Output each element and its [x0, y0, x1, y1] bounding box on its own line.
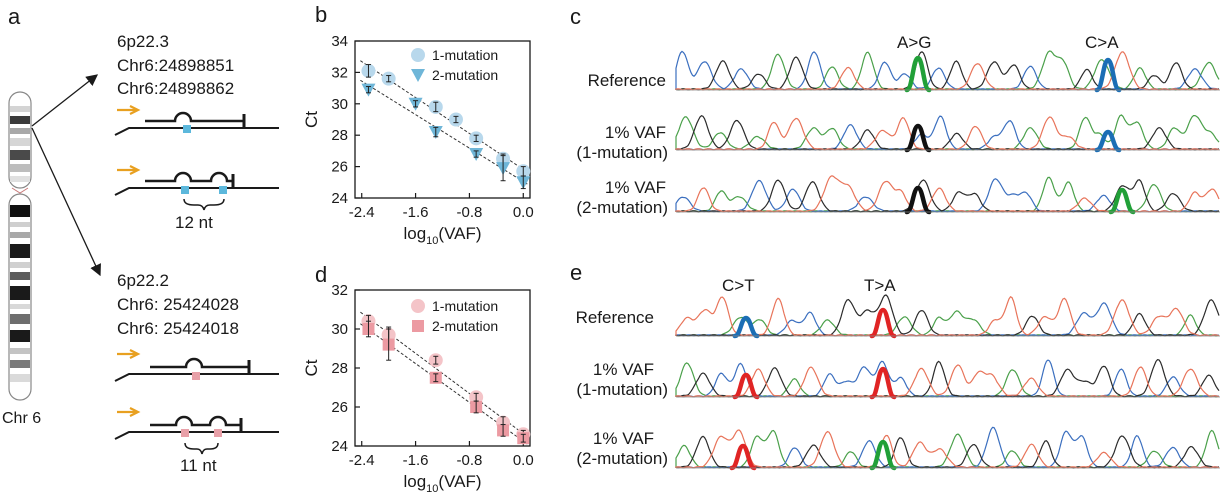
- traces-e-highlight-peak-2-1: [732, 372, 760, 400]
- traces-e-trace-2-channel-4: [675, 364, 1220, 398]
- row-label-e-vaf2-type: (2-mutation): [576, 449, 668, 468]
- panel-letter-c: c: [570, 4, 581, 29]
- chart-d-legend-label-2: 2-mutation: [432, 318, 498, 334]
- locus1-position1: Chr6:24898851: [117, 56, 234, 75]
- pointer-arrow-locus1: [31, 74, 99, 127]
- row-label-e-vaf1-type: (1-mutation): [576, 380, 668, 399]
- mutation-label-e2: T>A: [864, 276, 896, 295]
- panel-letter-e: e: [570, 260, 582, 285]
- traces-c-trace-3-channel-3: [675, 179, 1220, 213]
- locus1-spacing: 12 nt: [175, 213, 213, 232]
- row-label-c-vaf1-type: (1-mutation): [576, 143, 668, 162]
- chart-d-xtick-label: -2.4: [349, 452, 375, 469]
- chart-b-xtick-label: -1.6: [403, 204, 429, 221]
- traces-c-highlight-peak-2-1: [904, 123, 932, 153]
- chart-b-ytick-label: 26: [331, 159, 348, 176]
- locus1-position2: Chr6:24898862: [117, 79, 234, 98]
- traces-c-trace-2-channel-3: [675, 115, 1220, 151]
- panel-letter-d: d: [315, 262, 327, 287]
- chart-d-legend-label-1: 1-mutation: [432, 298, 498, 314]
- chart-d-xtick-label: -0.8: [456, 452, 482, 469]
- chart-b-ylabel: Ct: [302, 111, 321, 128]
- chart-d-xtick-label: 0.0: [513, 452, 534, 469]
- traces-c-trace-1-channel-1: [675, 50, 1220, 91]
- chart-d-ylabel: Ct: [302, 359, 321, 376]
- traces-c-highlight-peak-2-2: [1094, 129, 1122, 153]
- locus2-probe-1mutation: [114, 349, 279, 382]
- traces-e-highlight-peak-3-1: [729, 443, 757, 471]
- chart-b-ytick-label: 24: [331, 190, 348, 207]
- locus2-band: 6p22.2: [117, 271, 169, 290]
- locus1-band: 6p22.3: [117, 32, 169, 51]
- mutation-label-c2: C>A: [1085, 33, 1119, 52]
- chromosome-6-ideogram: [8, 91, 32, 401]
- chart-b-legend-label-2: 2-mutation: [432, 67, 498, 83]
- locus2-position2: Chr6: 25424018: [117, 319, 239, 338]
- chart-b-ytick-label: 30: [331, 96, 348, 113]
- traces-c-trace-2-channel-2: [675, 115, 1220, 151]
- chromatogram-e: [675, 294, 1220, 471]
- chart-d-xtick-label: -1.6: [403, 452, 429, 469]
- panel-letter-b: b: [315, 2, 327, 27]
- row-label-c-vaf2: 1% VAF: [605, 178, 666, 197]
- traces-e-trace-2-channel-1: [675, 362, 1220, 398]
- row-label-e-vaf2: 1% VAF: [593, 429, 654, 448]
- chart-b-legend-marker-2: [411, 69, 425, 82]
- chromatogram-c: [675, 50, 1220, 215]
- traces-c-trace-1-channel-4: [675, 51, 1220, 91]
- locus2-position1: Chr6: 25424028: [117, 295, 239, 314]
- chart-b-xtick-label: -0.8: [456, 204, 482, 221]
- chart-d-legend-marker-1: [411, 299, 425, 313]
- chart-d-ytick-label: 30: [331, 321, 348, 338]
- mutation-label-c1: A>G: [897, 33, 932, 52]
- chart-b: -2.4 -1.6 -0.8 0.0 24 26 28 30 32 34 log10(VAF) Ct 1…: [302, 33, 534, 247]
- chart-b-xtick-label: 0.0: [513, 204, 534, 221]
- traces-e-highlight-peak-1-2: [869, 307, 897, 339]
- chart-b-ytick-label: 34: [331, 33, 348, 50]
- chart-b-xlabel: log10(VAF): [403, 224, 481, 247]
- chart-d-xlabel: log10(VAF): [403, 472, 481, 495]
- pointer-arrow-locus2: [31, 127, 101, 277]
- row-label-c-reference: Reference: [588, 71, 666, 90]
- row-label-c-vaf2-type: (2-mutation): [576, 198, 668, 217]
- panel-letter-a: a: [8, 4, 21, 29]
- traces-e-highlight-peak-3-2: [869, 439, 897, 471]
- chart-b-fit-line-2: [360, 79, 528, 185]
- row-label-e-vaf1: 1% VAF: [593, 360, 654, 379]
- chart-d-legend-marker-2: [412, 320, 424, 332]
- chart-d: -2.4 -1.6 -0.8 0.0 24 26 28 30 32 log10(VAF) Ct 1-m…: [302, 282, 534, 495]
- traces-e-highlight-peak-1-1: [732, 315, 760, 339]
- traces-c-highlight-peak-1-1: [904, 55, 932, 93]
- locus1-probe-2mutation: [114, 165, 279, 211]
- chart-b-legend-marker-1: [411, 48, 425, 62]
- locus1-probe-1mutation: [114, 105, 279, 136]
- traces-e-trace-1-channel-3: [675, 294, 1220, 337]
- locus2-probe-2mutation: [114, 407, 279, 455]
- traces-e-trace-3-channel-2: [675, 426, 1220, 469]
- traces-e-highlight-peak-2-2: [869, 366, 897, 400]
- chart-d-ytick-label: 28: [331, 360, 348, 377]
- chart-b-ytick-label: 32: [331, 64, 348, 81]
- traces-c-highlight-peak-1-2: [1094, 57, 1122, 93]
- chart-b-legend-label-1: 1-mutation: [432, 47, 498, 63]
- chromosome-label: Chr 6: [2, 410, 41, 427]
- chart-d-ytick-label: 26: [331, 399, 348, 416]
- traces-e-trace-3-channel-3: [675, 435, 1220, 469]
- traces-c-highlight-peak-3-2: [1108, 187, 1136, 215]
- row-label-e-reference: Reference: [576, 308, 654, 327]
- locus2-spacing: 11 nt: [180, 456, 217, 475]
- chart-b-ytick-label: 28: [331, 127, 348, 144]
- chart-b-xtick-label: -2.4: [349, 204, 375, 221]
- row-label-c-vaf1: 1% VAF: [605, 123, 666, 142]
- chart-d-ytick-label: 32: [331, 282, 348, 299]
- chart-d-ytick-label: 24: [331, 438, 348, 455]
- traces-e-trace-2-channel-2: [675, 359, 1220, 398]
- mutation-label-e1: C>T: [722, 276, 755, 295]
- traces-c-highlight-peak-3-1: [904, 185, 932, 215]
- traces-c-trace-1-channel-3: [675, 51, 1220, 91]
- chart-b-frame: [354, 40, 531, 199]
- traces-e-trace-2-channel-3: [675, 358, 1220, 398]
- traces-e-trace-1-channel-4: [675, 296, 1220, 337]
